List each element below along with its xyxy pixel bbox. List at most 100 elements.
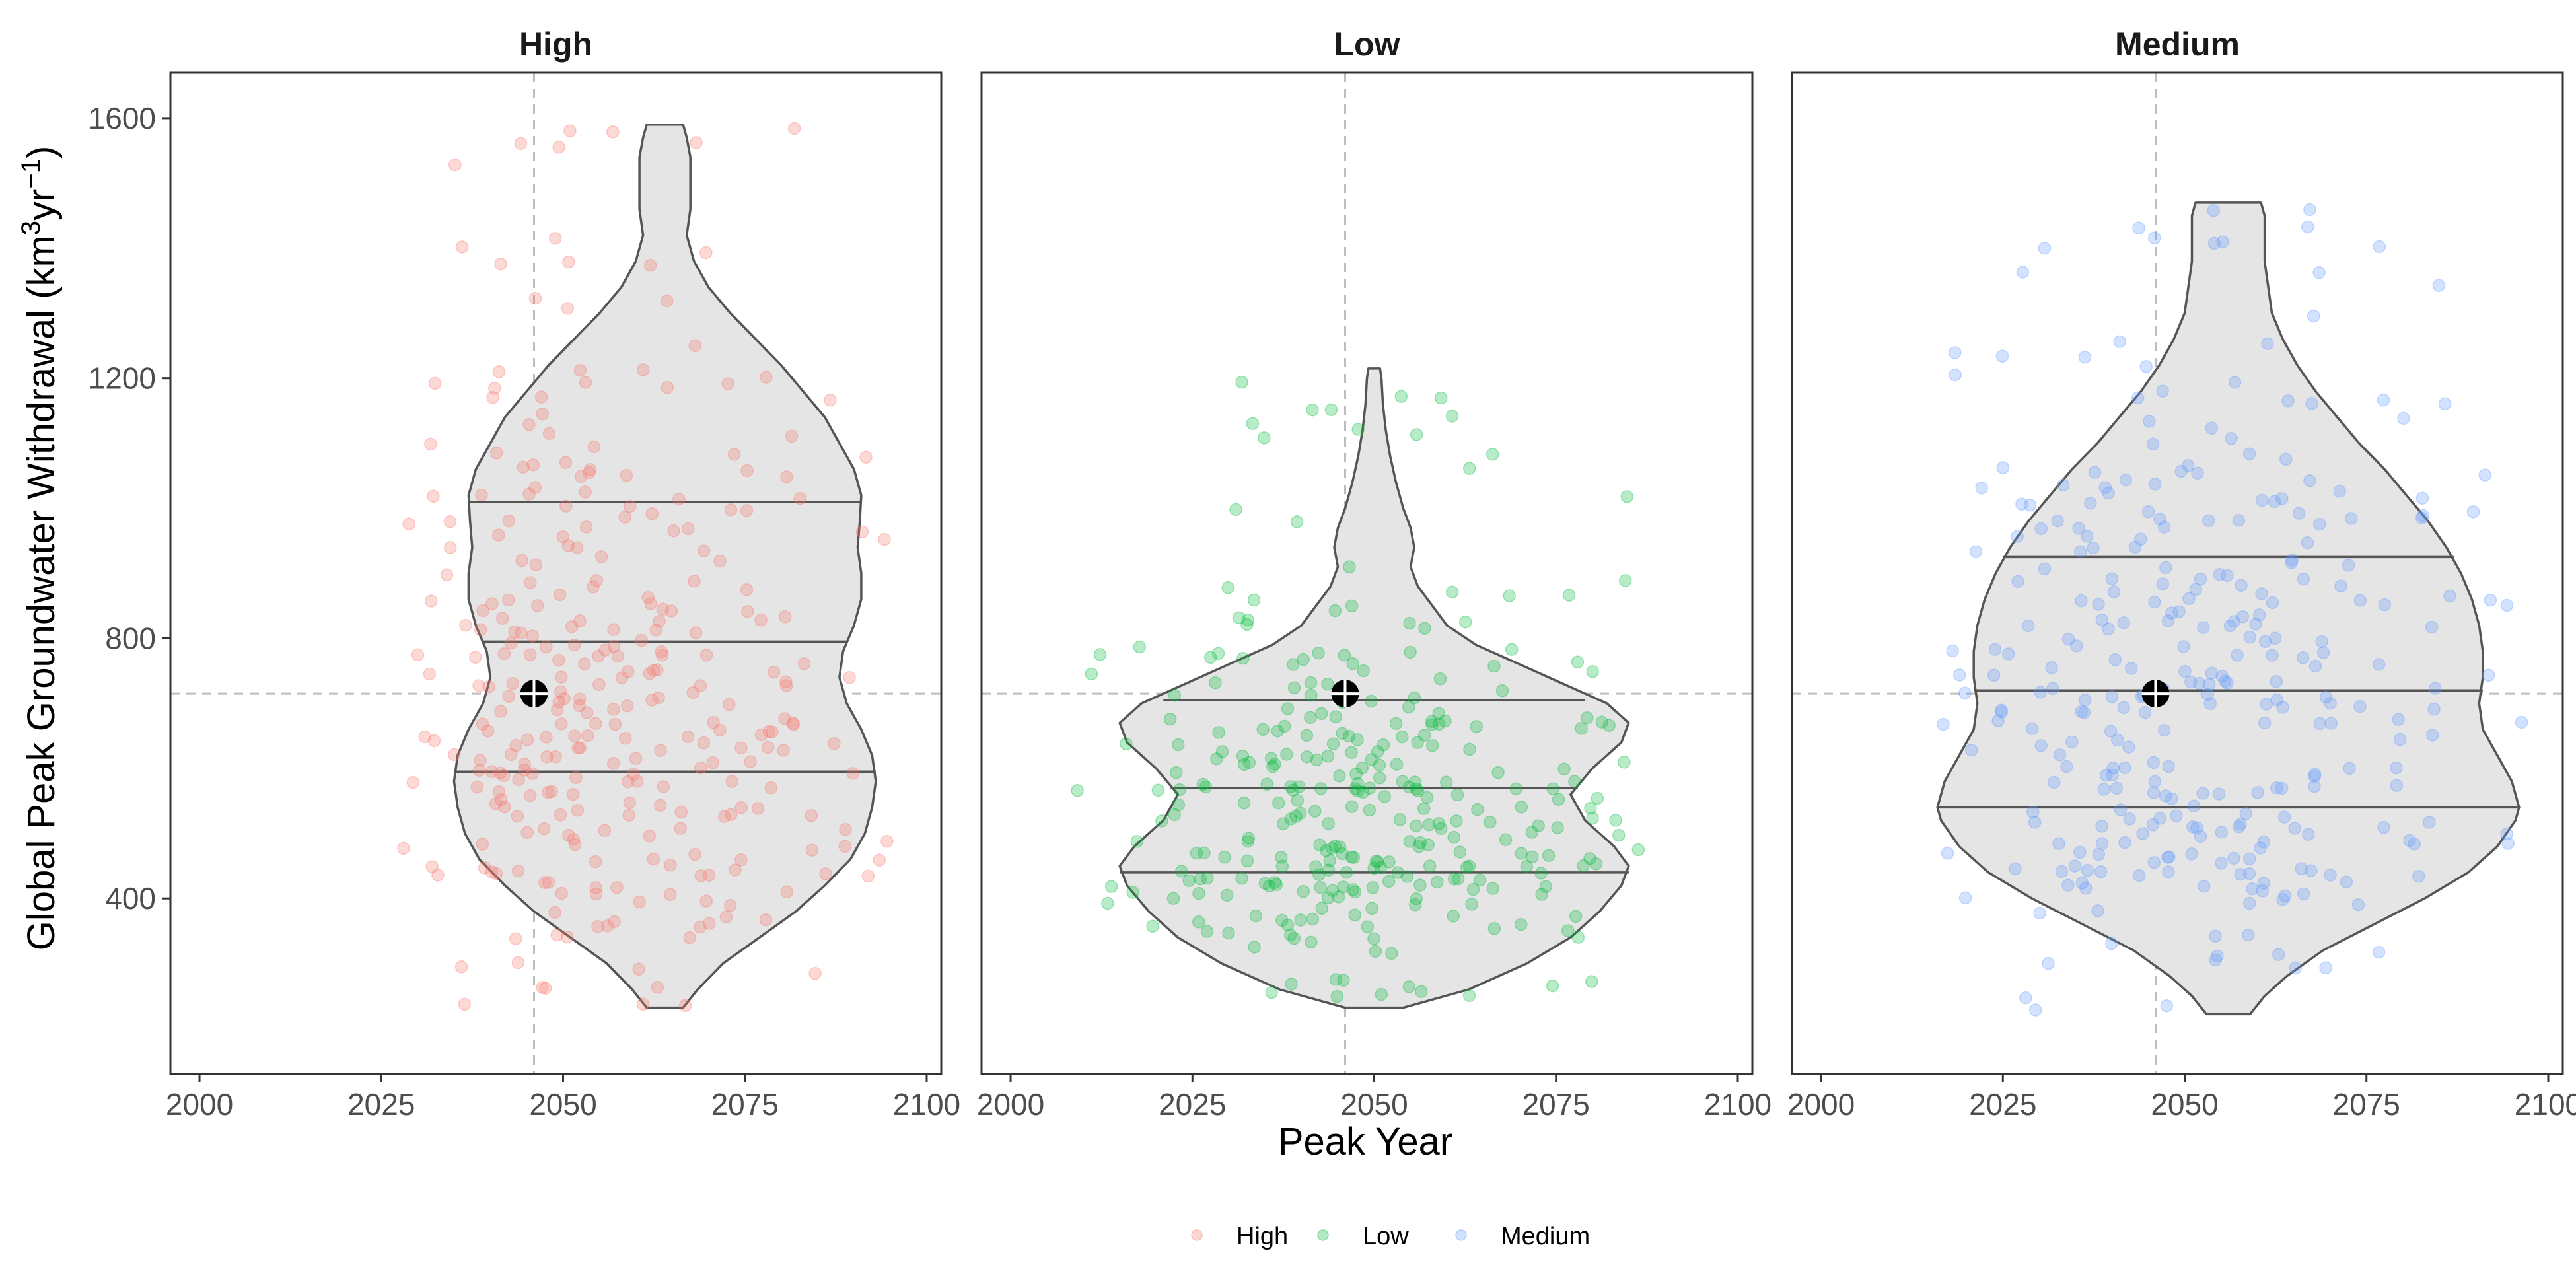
data-point xyxy=(2216,235,2229,248)
data-point xyxy=(591,920,604,933)
data-point xyxy=(2190,821,2203,835)
data-point xyxy=(1332,890,1345,904)
data-point xyxy=(2372,658,2386,671)
data-point xyxy=(2277,810,2291,824)
data-point xyxy=(528,291,542,305)
data-point xyxy=(1949,346,1962,359)
data-point xyxy=(843,671,856,684)
data-point xyxy=(505,636,518,650)
data-point xyxy=(2249,618,2262,631)
data-point xyxy=(1306,912,1320,926)
data-point xyxy=(2201,688,2215,701)
data-point xyxy=(2143,415,2156,428)
data-point xyxy=(645,507,659,520)
data-point xyxy=(1433,672,1447,686)
data-point xyxy=(2026,805,2040,819)
data-point xyxy=(1333,769,1346,783)
data-point xyxy=(2305,864,2318,877)
data-point xyxy=(2192,676,2206,690)
data-point xyxy=(526,458,540,472)
data-point xyxy=(2118,836,2131,849)
data-point xyxy=(661,381,674,394)
x-tick-label: 2000 xyxy=(166,1087,233,1122)
data-point xyxy=(583,463,597,476)
data-point xyxy=(2073,845,2087,859)
data-point xyxy=(2377,393,2390,407)
data-point xyxy=(425,860,439,873)
data-point xyxy=(2281,394,2295,408)
data-point xyxy=(694,761,707,775)
data-point xyxy=(1586,812,1599,825)
data-point xyxy=(1249,909,1263,923)
data-point xyxy=(511,864,525,878)
data-point xyxy=(2105,572,2119,586)
data-point xyxy=(2182,459,2195,472)
data-point xyxy=(2203,678,2216,692)
data-point xyxy=(2069,639,2083,653)
data-point xyxy=(725,775,739,788)
data-point xyxy=(1271,724,1285,738)
x-axis-label: Peak Year xyxy=(1278,1120,1452,1163)
data-point xyxy=(2392,713,2406,726)
data-point xyxy=(2324,717,2338,730)
data-point xyxy=(2138,705,2152,719)
data-point xyxy=(561,539,575,552)
legend-item-low: Low xyxy=(1317,1223,1409,1250)
data-point xyxy=(724,503,738,517)
data-point xyxy=(1325,841,1339,855)
data-point xyxy=(1246,417,1260,430)
data-point xyxy=(2026,722,2039,735)
data-point xyxy=(583,466,596,480)
scatter-points xyxy=(1937,203,2528,1017)
data-point xyxy=(2107,585,2121,598)
data-point xyxy=(656,602,670,616)
data-point xyxy=(476,604,490,618)
x-tick-label: 2075 xyxy=(1522,1087,1590,1122)
data-point xyxy=(2038,242,2052,255)
data-point xyxy=(1584,801,1597,815)
data-point xyxy=(1293,780,1306,793)
data-point xyxy=(556,530,569,544)
x-tick-label: 2100 xyxy=(1704,1087,1771,1122)
data-point xyxy=(523,789,537,803)
data-point xyxy=(2186,820,2200,834)
data-point xyxy=(520,826,534,840)
data-point xyxy=(528,481,542,494)
data-point xyxy=(428,376,442,390)
data-point xyxy=(1425,718,1439,731)
data-point xyxy=(1486,882,1499,895)
data-point xyxy=(1172,738,1185,752)
data-point xyxy=(494,257,507,271)
y-axis-label-main: Global Peak Groundwater Withdrawal (km xyxy=(20,235,63,950)
data-point xyxy=(2011,530,2024,543)
data-point xyxy=(1345,850,1359,864)
data-point xyxy=(1450,814,1463,828)
data-point xyxy=(2255,587,2268,600)
data-point xyxy=(1382,875,1396,888)
data-point xyxy=(1221,581,1235,594)
data-point xyxy=(566,787,580,801)
data-point xyxy=(1291,794,1305,807)
data-point xyxy=(1367,932,1380,945)
data-point xyxy=(2051,514,2064,528)
scatter-points xyxy=(397,122,894,1013)
data-point xyxy=(2272,948,2285,962)
data-point xyxy=(2415,511,2429,524)
data-point xyxy=(2196,787,2209,800)
data-point xyxy=(2270,674,2283,688)
data-point xyxy=(1385,947,1398,960)
data-point xyxy=(2105,937,2118,950)
data-point xyxy=(1631,843,1645,857)
data-point xyxy=(2288,822,2301,835)
data-point xyxy=(654,744,667,758)
data-point xyxy=(2312,266,2326,279)
data-point xyxy=(2092,847,2106,861)
data-point xyxy=(724,808,738,822)
data-point xyxy=(1514,917,1528,931)
data-point xyxy=(2324,696,2338,710)
data-point xyxy=(1390,758,1404,771)
data-point xyxy=(2068,859,2082,873)
data-point xyxy=(1264,752,1278,765)
data-point xyxy=(1297,653,1310,666)
legend-key xyxy=(1455,1229,1467,1241)
